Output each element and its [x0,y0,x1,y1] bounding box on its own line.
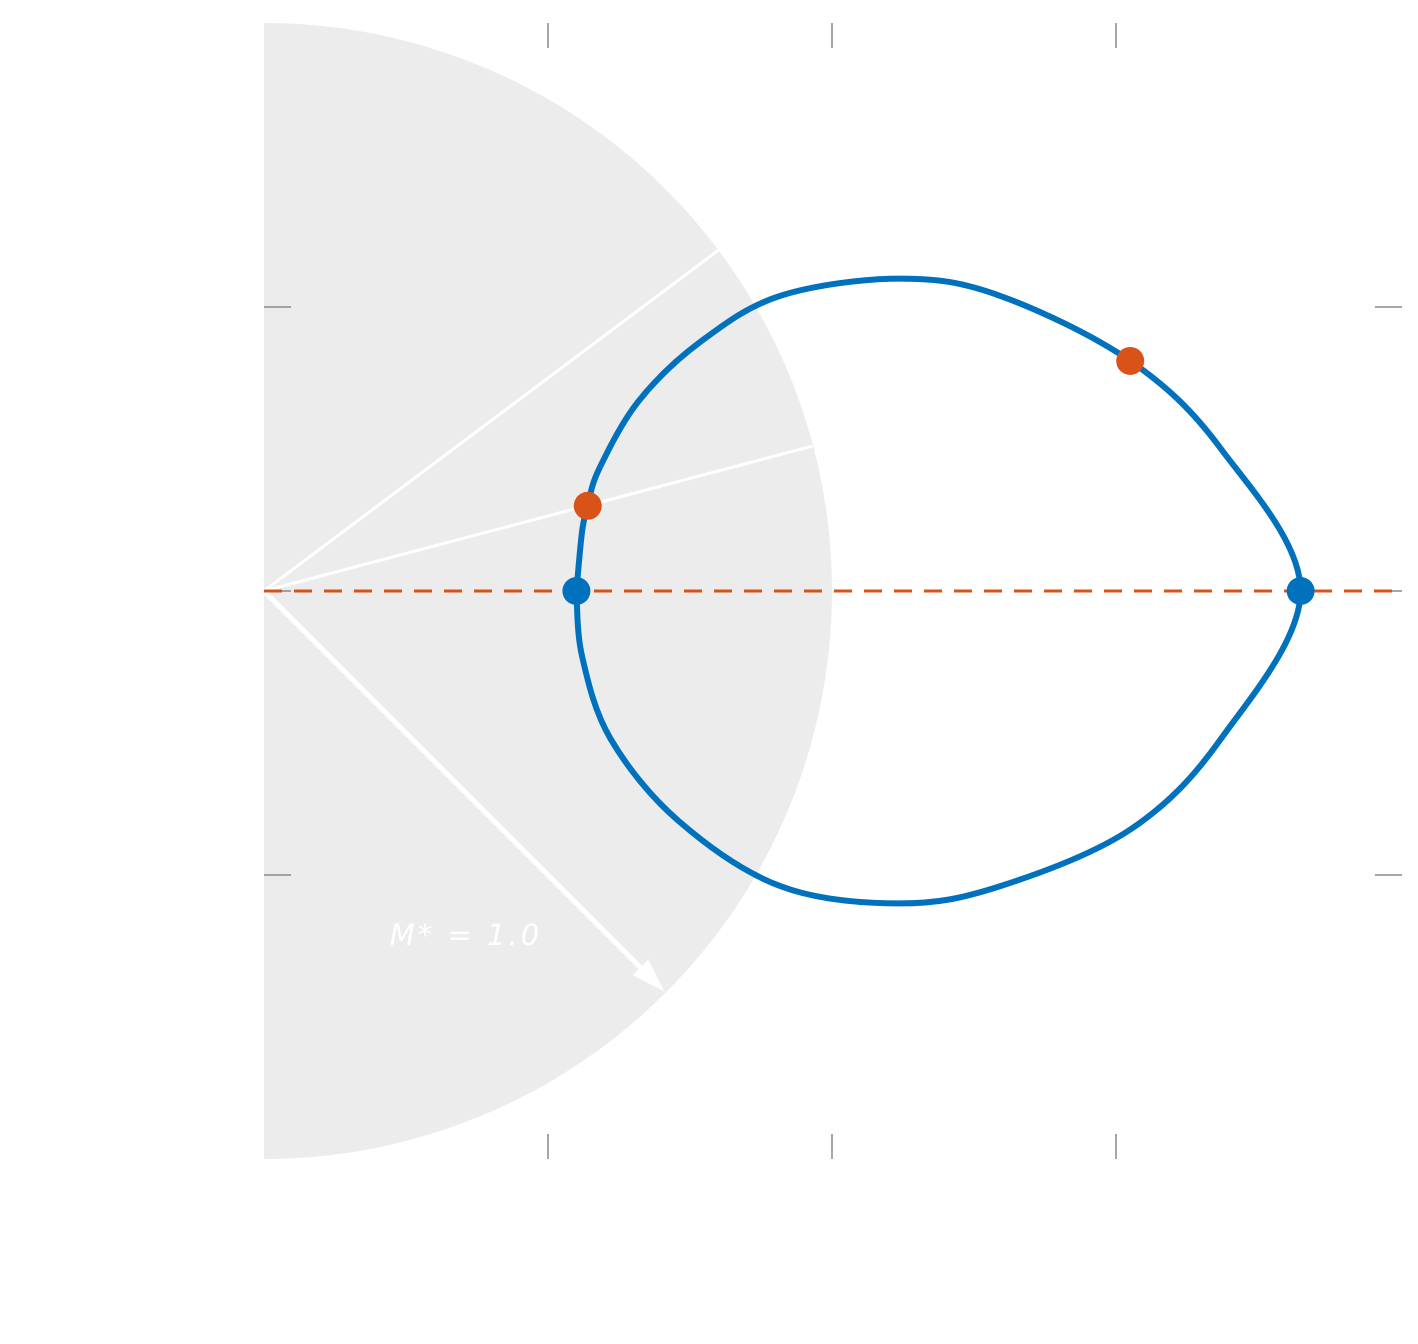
ray [263,444,813,593]
region-label: M* = 1.0 [390,918,542,952]
point [573,491,602,520]
point [1286,577,1315,605]
arrow-shaft [262,589,643,970]
point [1116,346,1145,375]
arrow-head [632,959,665,992]
ray [263,248,720,593]
curve [573,275,1304,907]
point [562,577,591,605]
